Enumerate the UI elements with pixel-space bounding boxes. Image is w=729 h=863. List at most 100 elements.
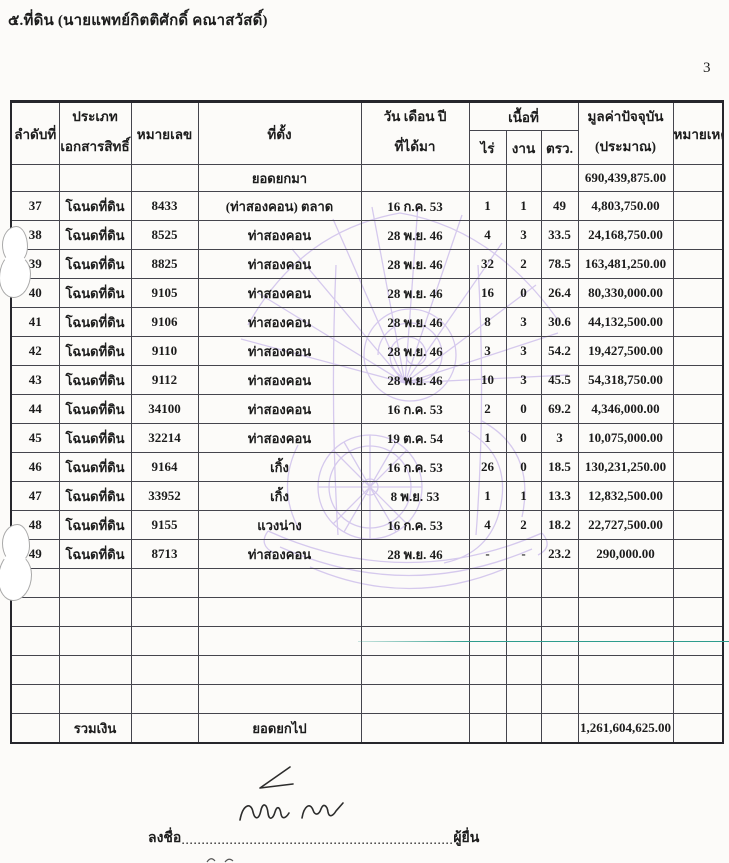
assets-table: ลำดับที่ ประเภท เอกสารสิทธิ์ หมายเลข ที่…	[10, 100, 725, 744]
cell-remark	[672, 278, 724, 308]
signature-role: ผู้ยื่น	[453, 831, 480, 846]
table-row: 48 โฉนดที่ดิน 9155 แวงน่าง 16 ก.ค. 53 4 …	[10, 510, 724, 540]
cell-doc-type: โฉนดที่ดิน	[58, 220, 132, 250]
cell-location: ท่าสองคอน	[197, 336, 362, 366]
signature-stroke-1	[239, 804, 290, 821]
header-doc-type: ประเภท เอกสารสิทธิ์	[58, 101, 132, 165]
cell-no: 43	[10, 365, 60, 395]
cell-sq-wa: 54.2	[540, 336, 579, 366]
cell-ngan: 3	[505, 220, 542, 250]
cell-date: 28 พ.ย. 46	[360, 220, 470, 250]
cell-location: ท่าสองคอน	[197, 307, 362, 337]
cell-remark	[672, 249, 724, 279]
cell-date: 28 พ.ย. 46	[360, 307, 470, 337]
signature-stroke-2	[301, 802, 344, 819]
cell-location: (ท่าสองคอน) ตลาด	[197, 191, 362, 221]
cell-no: 44	[10, 394, 60, 424]
empty-row	[10, 655, 724, 685]
cell-remark	[672, 510, 724, 540]
cell-no: 38	[10, 220, 60, 250]
cell-rai: 2	[468, 394, 507, 424]
cell-no: 42	[10, 336, 60, 366]
cell-ngan: -	[505, 539, 542, 569]
table-row: 44 โฉนดที่ดิน 34100 ท่าสองคอน 16 ก.ค. 53…	[10, 394, 724, 424]
cell-location: ท่าสองคอน	[197, 394, 362, 424]
cell-sq-wa: 3	[540, 423, 579, 453]
cell-number: 34100	[130, 394, 199, 424]
land-assets-table: ลำดับที่ ประเภท เอกสารสิทธิ์ หมายเลข ที่…	[10, 100, 725, 744]
cell-ngan: 1	[505, 191, 542, 221]
cell-no: 46	[10, 452, 60, 482]
table-row: 49 โฉนดที่ดิน 8713 ท่าสองคอน 28 พ.ย. 46 …	[10, 539, 724, 569]
cell-date: 28 พ.ย. 46	[360, 365, 470, 395]
cell-date: 28 พ.ย. 46	[360, 539, 470, 569]
cell-number: 9110	[130, 336, 199, 366]
table-row: 42 โฉนดที่ดิน 9110 ท่าสองคอน 28 พ.ย. 46 …	[10, 336, 724, 366]
cell-no: 41	[10, 307, 60, 337]
cell-sq-wa: 18.5	[540, 452, 579, 482]
cell-rai: 3	[468, 336, 507, 366]
cell-date: 16 ก.ค. 53	[360, 452, 470, 482]
cell-value: 4,346,000.00	[577, 394, 674, 424]
cell-doc-type: โฉนดที่ดิน	[58, 249, 132, 279]
cell-location: ท่าสองคอน	[197, 423, 362, 453]
handwritten-signature	[239, 766, 344, 821]
table-row: 39 โฉนดที่ดิน 8825 ท่าสองคอน 28 พ.ย. 46 …	[10, 249, 724, 279]
cell-value: 19,427,500.00	[577, 336, 674, 366]
header-location: ที่ตั้ง	[197, 101, 362, 165]
cell-value: 80,330,000.00	[577, 278, 674, 308]
cell-rai: 8	[468, 307, 507, 337]
header-rai: ไร่	[468, 130, 507, 165]
cell-sq-wa: 45.5	[540, 365, 579, 395]
cell-number: 8433	[130, 191, 199, 221]
scan-artifact-line	[358, 641, 729, 642]
cell-remark	[672, 191, 724, 221]
cell-location: ท่าสองคอน	[197, 249, 362, 279]
cell-sq-wa: 23.2	[540, 539, 579, 569]
cell-doc-type: โฉนดที่ดิน	[58, 452, 132, 482]
brought-forward-row: ยอดยกมา 690,439,875.00	[10, 164, 724, 192]
cell-sq-wa: 49	[540, 191, 579, 221]
cell-value: 12,832,500.00	[577, 481, 674, 511]
cell-doc-type: โฉนดที่ดิน	[58, 394, 132, 424]
cell-no: 37	[10, 191, 60, 221]
cell-doc-type: โฉนดที่ดิน	[58, 191, 132, 221]
cell-sq-wa: 33.5	[540, 220, 579, 250]
signature-dotted-line: ........................................…	[181, 833, 454, 848]
cell-rai: 32	[468, 249, 507, 279]
cell-remark	[672, 481, 724, 511]
total-row: รวมเงิน ยอดยกไป 1,261,604,625.00	[10, 713, 724, 744]
cell-date: 28 พ.ย. 46	[360, 336, 470, 366]
doc-title: ๕.ที่ดิน (นายแพทย์กิตติศักดิ์ คณาสวัสดิ์…	[8, 13, 268, 29]
cell-location: เกิ้ง	[197, 481, 362, 511]
cell-location: แวงน่าง	[197, 510, 362, 540]
header-area-group: เนื้อที่	[468, 101, 579, 131]
cell-sq-wa: 26.4	[540, 278, 579, 308]
table-row: 43 โฉนดที่ดิน 9112 ท่าสองคอน 28 พ.ย. 46 …	[10, 365, 724, 395]
cell-number: 9106	[130, 307, 199, 337]
cell-ngan: 2	[505, 510, 542, 540]
page-number: 3	[703, 60, 711, 76]
cell-date: 16 ก.ค. 53	[360, 510, 470, 540]
cell-value: 290,000.00	[577, 539, 674, 569]
cell-sq-wa: 18.2	[540, 510, 579, 540]
cell-sq-wa: 30.6	[540, 307, 579, 337]
cell-no: 45	[10, 423, 60, 453]
cell-number: 9155	[130, 510, 199, 540]
cell-value: 4,803,750.00	[577, 191, 674, 221]
cell-doc-type: โฉนดที่ดิน	[58, 423, 132, 453]
cell-number: 32214	[130, 423, 199, 453]
empty-row	[10, 568, 724, 598]
signature-line: ลงชื่อ..................................…	[148, 827, 479, 849]
cell-remark	[672, 452, 724, 482]
cell-ngan: 3	[505, 336, 542, 366]
cell-date: 16 ก.ค. 53	[360, 394, 470, 424]
header-sq-wa: ตรว.	[540, 130, 579, 165]
cell-rai: 1	[468, 481, 507, 511]
cell-ngan: 3	[505, 365, 542, 395]
cell-number: 9164	[130, 452, 199, 482]
cell-rai: -	[468, 539, 507, 569]
cell-value: 24,168,750.00	[577, 220, 674, 250]
header-ngan: งาน	[505, 130, 542, 165]
